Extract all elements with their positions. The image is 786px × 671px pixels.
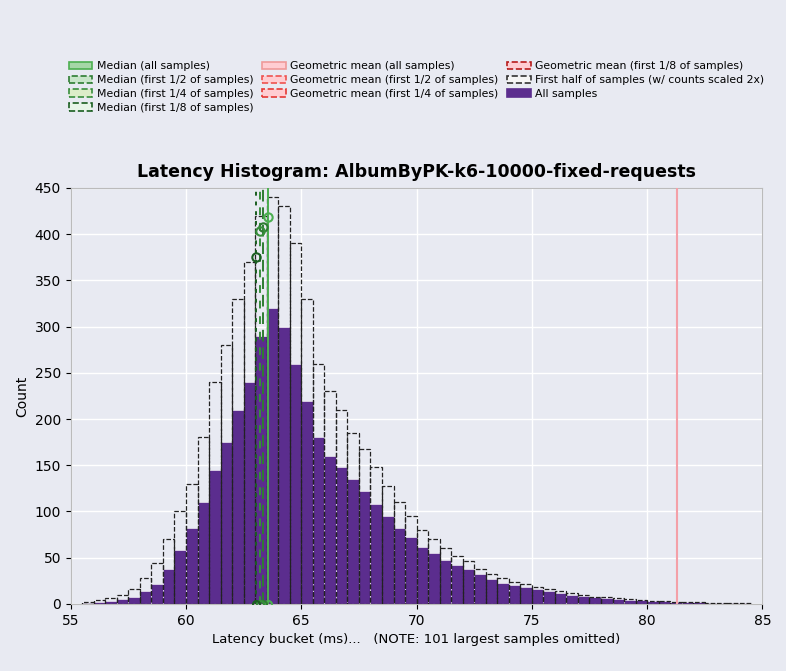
FancyBboxPatch shape: [128, 597, 140, 604]
FancyBboxPatch shape: [394, 528, 405, 604]
X-axis label: Latency bucket (ms)...   (NOTE: 101 largest samples omitted): Latency bucket (ms)... (NOTE: 101 larges…: [212, 633, 621, 646]
FancyBboxPatch shape: [601, 599, 612, 604]
FancyBboxPatch shape: [405, 537, 417, 604]
FancyBboxPatch shape: [636, 600, 647, 604]
FancyBboxPatch shape: [163, 569, 174, 604]
FancyBboxPatch shape: [451, 565, 463, 604]
FancyBboxPatch shape: [543, 591, 555, 604]
FancyBboxPatch shape: [659, 601, 670, 604]
FancyBboxPatch shape: [359, 491, 370, 604]
FancyBboxPatch shape: [244, 382, 255, 604]
FancyBboxPatch shape: [370, 504, 382, 604]
FancyBboxPatch shape: [624, 600, 636, 604]
FancyBboxPatch shape: [255, 336, 266, 604]
Legend: Median (all samples), Median (first 1/2 of samples), Median (first 1/4 of sample: Median (all samples), Median (first 1/2 …: [63, 56, 770, 118]
FancyBboxPatch shape: [197, 502, 209, 604]
FancyBboxPatch shape: [612, 599, 624, 604]
FancyBboxPatch shape: [209, 470, 221, 604]
FancyBboxPatch shape: [520, 587, 532, 604]
FancyBboxPatch shape: [313, 437, 325, 604]
FancyBboxPatch shape: [336, 467, 347, 604]
FancyBboxPatch shape: [439, 560, 451, 604]
FancyBboxPatch shape: [509, 585, 520, 604]
FancyBboxPatch shape: [532, 589, 543, 604]
FancyBboxPatch shape: [232, 410, 244, 604]
FancyBboxPatch shape: [681, 602, 693, 604]
FancyBboxPatch shape: [498, 582, 509, 604]
FancyBboxPatch shape: [290, 364, 301, 604]
FancyBboxPatch shape: [347, 479, 359, 604]
FancyBboxPatch shape: [325, 456, 336, 604]
FancyBboxPatch shape: [152, 584, 163, 604]
FancyBboxPatch shape: [670, 602, 681, 604]
FancyBboxPatch shape: [117, 599, 128, 604]
FancyBboxPatch shape: [693, 602, 705, 604]
FancyBboxPatch shape: [578, 596, 590, 604]
FancyBboxPatch shape: [486, 579, 498, 604]
FancyBboxPatch shape: [140, 591, 152, 604]
FancyBboxPatch shape: [647, 601, 659, 604]
FancyBboxPatch shape: [83, 603, 94, 604]
FancyBboxPatch shape: [728, 603, 740, 604]
Y-axis label: Count: Count: [15, 375, 29, 417]
FancyBboxPatch shape: [428, 553, 439, 604]
FancyBboxPatch shape: [186, 528, 197, 604]
FancyBboxPatch shape: [463, 569, 474, 604]
FancyBboxPatch shape: [567, 595, 578, 604]
FancyBboxPatch shape: [94, 602, 105, 604]
FancyBboxPatch shape: [301, 401, 313, 604]
FancyBboxPatch shape: [474, 574, 486, 604]
FancyBboxPatch shape: [716, 603, 728, 604]
FancyBboxPatch shape: [705, 603, 716, 604]
FancyBboxPatch shape: [278, 327, 290, 604]
FancyBboxPatch shape: [221, 442, 232, 604]
FancyBboxPatch shape: [174, 550, 186, 604]
FancyBboxPatch shape: [105, 601, 117, 604]
FancyBboxPatch shape: [417, 547, 428, 604]
FancyBboxPatch shape: [382, 516, 394, 604]
FancyBboxPatch shape: [555, 592, 567, 604]
FancyBboxPatch shape: [740, 603, 751, 604]
Title: Latency Histogram: AlbumByPK-k6-10000-fixed-requests: Latency Histogram: AlbumByPK-k6-10000-fi…: [137, 163, 696, 180]
FancyBboxPatch shape: [590, 597, 601, 604]
FancyBboxPatch shape: [266, 308, 278, 604]
